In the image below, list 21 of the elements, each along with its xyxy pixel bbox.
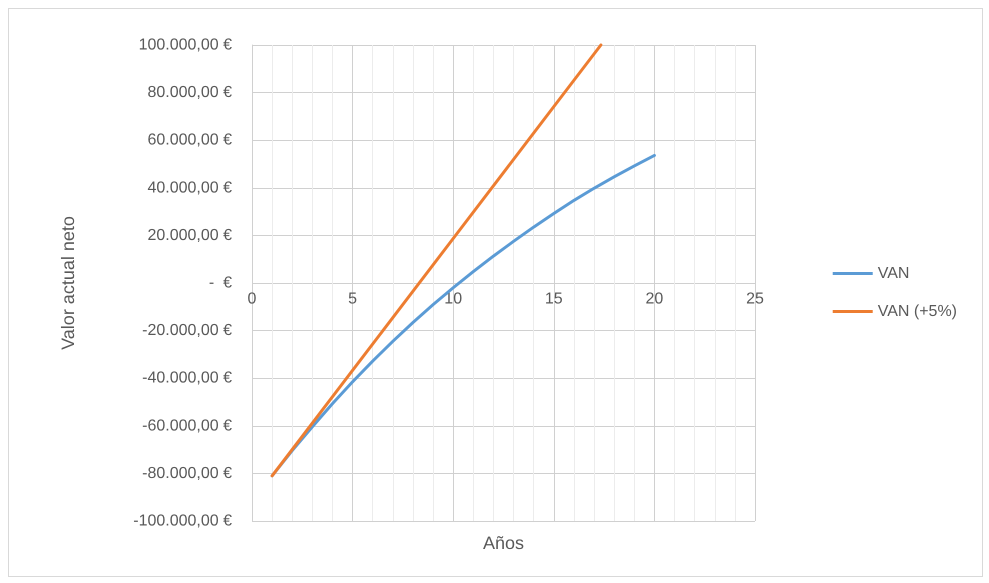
x-tick-label: 15 — [544, 290, 563, 308]
y-tick-label: -20.000,00 € — [142, 322, 232, 340]
y-tick-label: - € — [208, 274, 232, 292]
y-tick-label: -60.000,00 € — [142, 417, 232, 434]
y-tick-label: -40.000,00 € — [142, 370, 232, 387]
x-axis-title: Años — [482, 533, 524, 553]
x-tick-label: 20 — [646, 290, 664, 308]
y-tick-label: 60.000,00 € — [147, 132, 232, 149]
legend-label: VAN (+5%) — [878, 303, 957, 320]
x-tick-label: 0 — [248, 290, 257, 308]
x-tick-label: 25 — [746, 290, 764, 308]
y-tick-label: 40.000,00 € — [147, 179, 232, 196]
y-tick-label: 20.000,00 € — [147, 226, 232, 244]
y-axis-title: Valor actual neto — [58, 216, 78, 350]
line-series — [270, 44, 602, 478]
y-tick-label: -100.000,00 € — [133, 512, 232, 530]
y-tick-label: -80.000,00 € — [142, 464, 232, 482]
x-tick-label: 5 — [348, 290, 358, 308]
y-tick-label: 80.000,00 € — [147, 84, 232, 102]
y-tick-label: 100.000,00 € — [138, 36, 232, 54]
legend-label: VAN — [878, 265, 910, 282]
